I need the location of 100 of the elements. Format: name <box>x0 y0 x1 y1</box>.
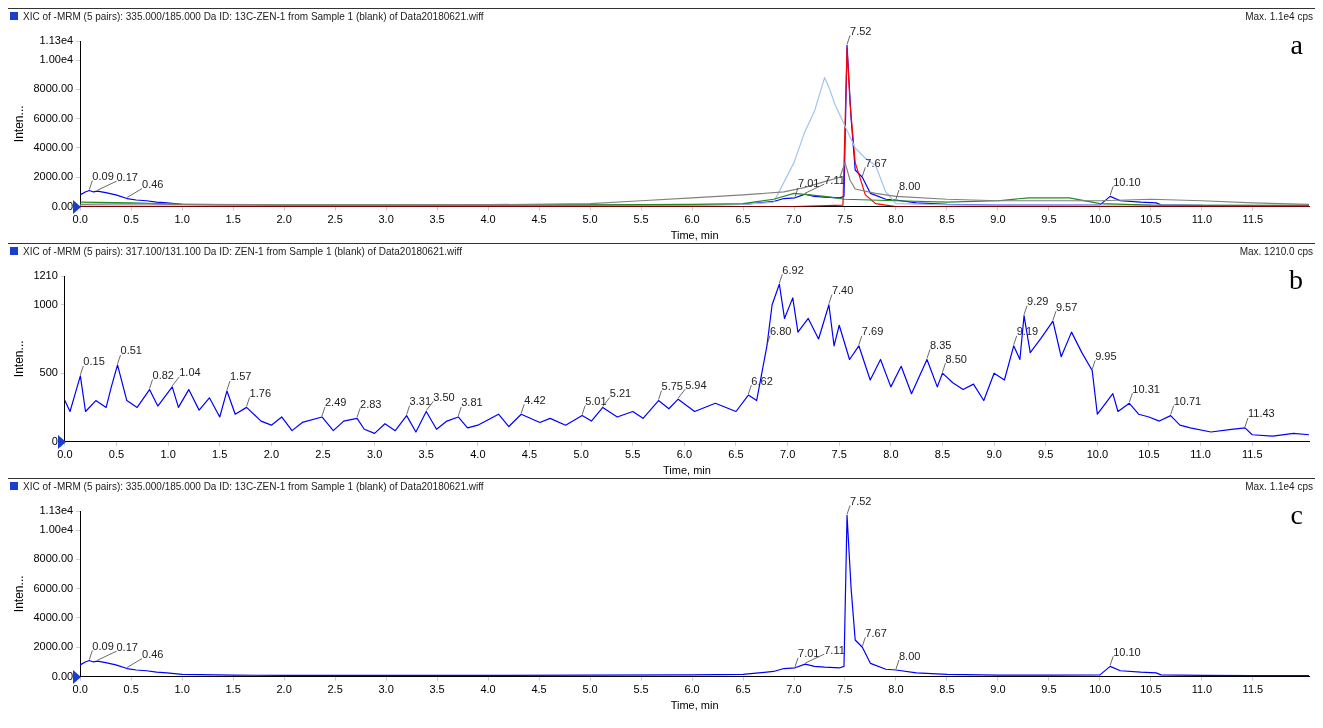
x-tick-label: 7.5 <box>837 683 853 696</box>
annotation: 8.35 <box>929 339 952 352</box>
x-tick-label: 6.0 <box>684 683 700 696</box>
x-tick-label: 9.5 <box>1041 213 1057 226</box>
x-tick-label: 5.5 <box>633 213 649 226</box>
y-tick-label: 0.00 <box>51 199 74 212</box>
y-tick-label: 4000.00 <box>33 611 74 624</box>
x-tick-label: 3.5 <box>418 448 434 461</box>
x-tick-label: 2.0 <box>276 683 292 696</box>
x-tick-label: 0.5 <box>123 213 139 226</box>
x-tick-label: 1.5 <box>212 448 228 461</box>
annotation: 4.42 <box>524 393 546 406</box>
x-tick-label: 11.0 <box>1190 448 1211 461</box>
x-tick-label: 8.0 <box>888 683 904 696</box>
y-tick-label: 1.13e4 <box>39 34 74 47</box>
x-tick-label: 8.5 <box>939 683 955 696</box>
chart-title: XIC of -MRM (5 pairs): 335.000/185.000 Da ID: 13C-ZEN-1 from Sample 1 (blank) of Data20180621.wiff <box>23 480 484 492</box>
y-tick-label: 8000.00 <box>33 552 74 565</box>
y-tick-label: 4000.00 <box>33 141 74 154</box>
x-tick-label: 1.5 <box>225 213 241 226</box>
annotation: 9.57 <box>1055 300 1078 313</box>
annotation: 3.81 <box>461 396 483 409</box>
x-tick-label: 11.5 <box>1242 213 1264 226</box>
y-axis-title: Inten... <box>11 340 26 378</box>
annotation: a <box>1290 29 1304 61</box>
x-tick-label: 9.0 <box>990 683 1006 696</box>
x-tick-label: 7.0 <box>779 448 796 461</box>
x-tick-label: 4.5 <box>521 448 538 461</box>
annotation: 7.40 <box>831 284 854 297</box>
x-tick-label: 3.0 <box>378 213 394 226</box>
x-tick-label: 2.0 <box>276 213 292 226</box>
x-axis-title: Time, min <box>663 464 711 477</box>
annotation: 10.10 <box>1113 645 1141 658</box>
x-tick-label: 1.0 <box>174 683 190 696</box>
x-tick-label: 1.0 <box>174 213 190 226</box>
annotation: 9.95 <box>1095 349 1117 362</box>
annotation: 0.15 <box>83 355 105 368</box>
annotation: 10.71 <box>1173 395 1202 408</box>
x-tick-label: 0.0 <box>57 448 73 461</box>
y-tick-label: 500 <box>39 366 58 379</box>
annotation: 7.52 <box>850 24 872 37</box>
y-axis-title: Inten... <box>11 575 26 613</box>
y-tick-label: 2000.00 <box>33 170 74 183</box>
annotation: 0.17 <box>116 640 138 653</box>
x-tick-label: 3.5 <box>429 213 445 226</box>
annotation: 5.21 <box>609 386 632 399</box>
x-tick-label: 7.0 <box>786 683 802 696</box>
y-tick-label: 1000 <box>33 297 58 310</box>
annotation: 0.46 <box>142 648 164 661</box>
annotation: 2.49 <box>324 396 347 409</box>
x-tick-label: 0.0 <box>72 213 88 226</box>
x-tick-label: 11.0 <box>1191 683 1213 696</box>
x-tick-label: 6.5 <box>735 683 751 696</box>
x-tick-label: 4.0 <box>470 448 486 461</box>
annotation: 11.43 <box>1247 407 1275 420</box>
x-tick-label: 8.0 <box>883 448 899 461</box>
y-axis-title: Inten... <box>11 105 26 143</box>
x-tick-label: 10.5 <box>1140 683 1162 696</box>
x-tick-label: 9.5 <box>1038 448 1054 461</box>
annotation: 1.04 <box>179 366 201 379</box>
annotation: c <box>1290 499 1303 531</box>
x-tick-label: 7.5 <box>837 213 853 226</box>
x-tick-label: 8.5 <box>934 448 951 461</box>
y-tick-label: 0 <box>51 434 58 447</box>
annotation: 5.94 <box>685 378 707 391</box>
annotation: 5.01 <box>585 395 607 408</box>
annotation: 6.80 <box>769 325 792 338</box>
annotation: 7.67 <box>865 156 887 169</box>
x-tick-label: 6.0 <box>676 448 692 461</box>
y-tick-label: 0.00 <box>51 669 74 682</box>
x-tick-label: 2.5 <box>327 213 343 226</box>
x-tick-label: 9.0 <box>990 213 1006 226</box>
x-tick-label: 5.0 <box>582 213 598 226</box>
annotation: 8.50 <box>945 352 967 365</box>
annotation: 2.83 <box>360 397 382 410</box>
annotation: 0.17 <box>116 170 138 183</box>
x-tick-label: 7.0 <box>786 213 802 226</box>
x-tick-label: 3.5 <box>429 683 445 696</box>
x-tick-label: 0.5 <box>108 448 125 461</box>
x-tick-label: 11.5 <box>1241 448 1263 461</box>
y-tick-label: 1.00e4 <box>39 523 74 536</box>
annotation: 7.52 <box>850 494 872 507</box>
chart-subtitle: Max. 1.1e4 cps <box>1245 10 1313 22</box>
annotation: 0.46 <box>142 178 164 191</box>
y-tick-label: 1210 <box>33 269 58 282</box>
annotation: 1.57 <box>229 370 252 383</box>
annotation: 8.00 <box>898 649 921 662</box>
x-tick-label: 1.0 <box>160 448 176 461</box>
annotation: 0.82 <box>152 369 174 382</box>
x-tick-label: 6.5 <box>728 448 744 461</box>
x-tick-label: 5.5 <box>633 683 649 696</box>
x-axis-title: Time, min <box>670 699 719 712</box>
x-tick-label: 4.0 <box>480 213 496 226</box>
annotation: 7.01 <box>798 177 820 190</box>
y-tick-label: 6000.00 <box>33 111 74 124</box>
x-tick-label: 10.0 <box>1089 683 1111 696</box>
annotation: 3.50 <box>433 391 455 404</box>
chart-title: XIC of -MRM (5 pairs): 335.000/185.000 Da ID: 13C-ZEN-1 from Sample 1 (blank) of Data20180621.wiff <box>23 10 484 22</box>
annotation: 8.00 <box>898 179 921 192</box>
annotation: 6.92 <box>782 263 804 276</box>
